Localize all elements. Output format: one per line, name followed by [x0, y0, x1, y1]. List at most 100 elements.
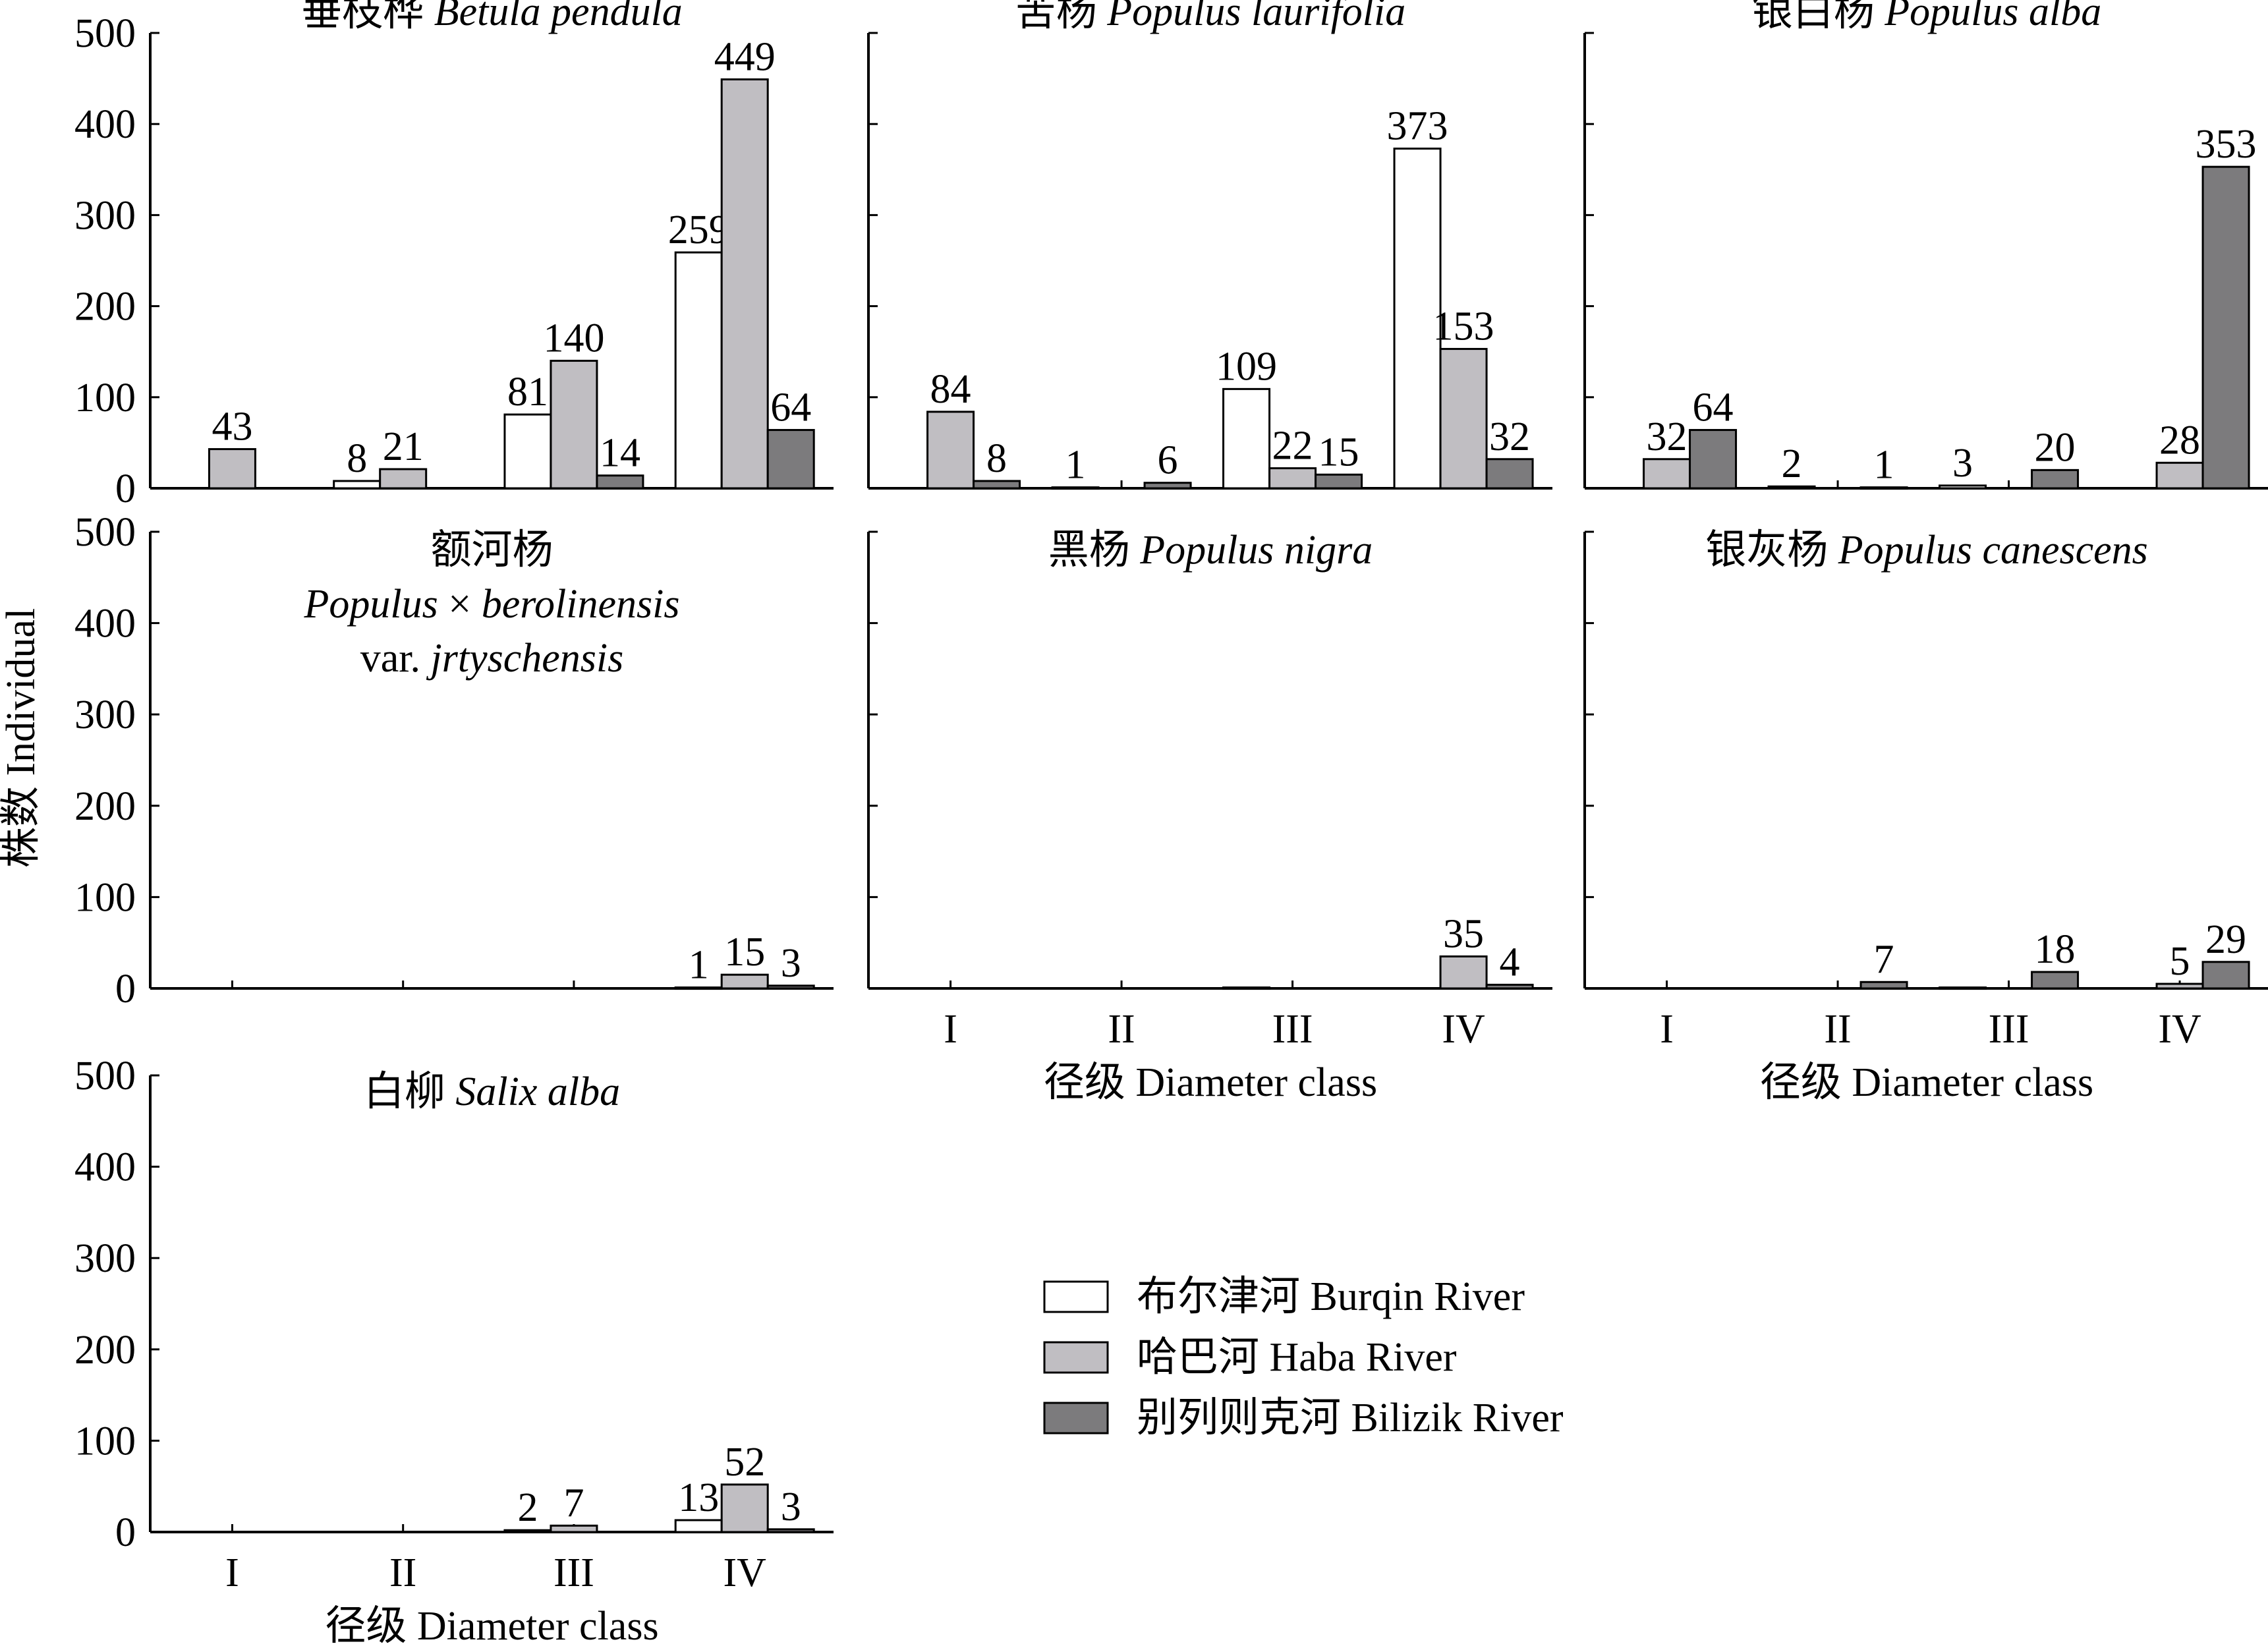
bar [550, 360, 598, 490]
x-axis-title: 径级 Diameter class [1760, 1060, 2093, 1105]
bar-value-label: 84 [930, 367, 971, 412]
bar [1393, 148, 1442, 490]
y-tick-label: 200 [74, 1328, 136, 1373]
y-tick-label: 300 [74, 693, 136, 737]
bar-value-label: 20 [2035, 425, 2076, 470]
bar [1939, 986, 1987, 990]
bar-value-label: 8 [347, 436, 367, 481]
y-tick-label: 300 [74, 193, 136, 238]
y-tick-label: 200 [74, 784, 136, 829]
panel-title: Populus × berolinensis [304, 582, 680, 627]
bar [1268, 467, 1317, 490]
y-tick-label: 0 [115, 1510, 136, 1555]
panel-title: 黑杨 Populus nigra [1048, 528, 1373, 573]
y-tick-label: 0 [115, 467, 136, 511]
panel-title-segment: var. [360, 636, 431, 681]
x-tick-label: III [1989, 1007, 2029, 1052]
x-tick-label: I [225, 1550, 239, 1595]
panel-4: 0 100 200 300 400 500 1 15 3 额河杨 Populus × berolin… [74, 510, 834, 1011]
y-tick-label: 500 [74, 510, 136, 555]
panel-title-segment: 银白杨 [1752, 0, 1885, 34]
bar [1222, 387, 1271, 490]
bar-value-label: 7 [1874, 937, 1894, 982]
bar-value-label: 259 [668, 208, 729, 252]
bar [1939, 484, 1987, 490]
x-axis-title: 径级 Diameter class [325, 1604, 658, 1648]
panel-title-segment: Populus [304, 582, 438, 627]
bar-value-label: 32 [1647, 414, 1687, 459]
bar [503, 1529, 552, 1533]
panel-title: 白柳 Salix alba [364, 1069, 620, 1114]
bar [2031, 469, 2080, 490]
bar [503, 413, 552, 490]
bar-value-label: 14 [600, 431, 640, 476]
panel-title-segment: Populus nigra [1139, 528, 1373, 573]
bar-value-label: 109 [1216, 344, 1277, 389]
legend-label: 哈巴河 Haba River [1137, 1335, 1457, 1380]
bar [2155, 982, 2204, 990]
panel-title-segment: Populus canescens [1838, 528, 2148, 573]
bar-value-label: 28 [2159, 418, 2200, 463]
panel-title-segment: × [438, 582, 482, 627]
bar-value-label: 140 [543, 316, 604, 361]
bar [1859, 486, 1908, 490]
legend: 布尔津河 Burqin River 哈巴河 Haba River 别列则克河 Bil… [1043, 1274, 1564, 1440]
x-tick-label: IV [2158, 1007, 2201, 1052]
y-tick-label: 200 [74, 285, 136, 329]
bar-value-label: 64 [770, 385, 811, 430]
bar-value-label: 1 [1065, 443, 1086, 488]
bar-value-label: 43 [212, 405, 252, 449]
panel-title-segment: Salix alba [455, 1069, 620, 1114]
bar [1859, 980, 1908, 990]
bar [2155, 461, 2204, 490]
panel-title: 银白杨 Populus alba [1752, 0, 2101, 34]
bar [1485, 458, 1534, 490]
bar-value-label: 153 [1433, 304, 1494, 349]
bar [926, 411, 975, 490]
bar [333, 480, 382, 490]
bar [1485, 983, 1534, 990]
x-tick-label: II [389, 1550, 416, 1595]
bar [2201, 165, 2250, 490]
x-tick-label: II [1108, 1007, 1135, 1052]
bar-value-label: 32 [1489, 414, 1530, 459]
bar-value-label: 1 [1874, 443, 1894, 488]
panel-2: 1 109 373 84 22 153 8 6 15 32 苦杨 Populus laurifoli… [867, 0, 1552, 490]
bar-value-label: 22 [1272, 424, 1313, 469]
bar-value-label: 8 [986, 436, 1007, 481]
bar [2201, 961, 2250, 990]
bar-value-label: 449 [714, 34, 776, 79]
panel-title-segment: 黑杨 [1048, 528, 1141, 573]
bar-value-label: 64 [1693, 385, 1734, 430]
bar-value-label: 29 [2205, 917, 2246, 962]
bar [1051, 486, 1100, 490]
panel-title: 额河杨 [430, 528, 553, 573]
bar [973, 480, 1021, 490]
bar [720, 973, 769, 990]
legend-swatch [1043, 1402, 1109, 1435]
x-tick-label: I [944, 1007, 957, 1052]
panel-title-segment: 银灰杨 [1705, 528, 1838, 573]
bar [1439, 348, 1488, 490]
bar-value-label: 3 [781, 1485, 801, 1529]
bar-value-label: 15 [724, 930, 765, 975]
panel-title-segment: 苦杨 [1015, 0, 1108, 34]
legend-swatch [1043, 1341, 1109, 1374]
y-tick-label: 100 [74, 1419, 136, 1463]
panel-title-segment: berolinensis [482, 582, 680, 627]
panel-title: 银灰杨 Populus canescens [1705, 528, 2148, 573]
bar [1767, 485, 1816, 490]
bar [208, 448, 256, 490]
x-tick-label: IV [723, 1550, 766, 1595]
bar [674, 1519, 723, 1533]
y-tick-label: 300 [74, 1236, 136, 1281]
bar-value-label: 3 [1952, 441, 1973, 486]
bar [550, 1524, 598, 1533]
bar-value-label: 7 [563, 1481, 584, 1525]
legend-label: 别列则克河 Bilizik River [1137, 1396, 1564, 1440]
bar [1222, 986, 1271, 990]
bar [766, 1528, 815, 1533]
bar-value-label: 13 [678, 1475, 719, 1520]
